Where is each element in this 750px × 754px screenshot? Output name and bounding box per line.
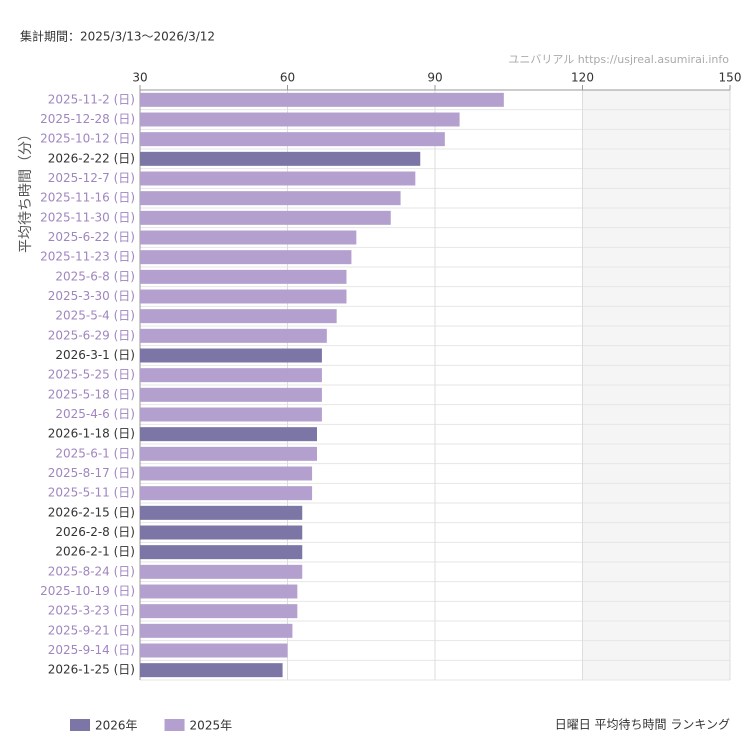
bar <box>140 564 303 579</box>
bar <box>140 545 303 560</box>
y-tick-label: 2025-9-21 (日) <box>48 623 135 637</box>
y-tick-label: 2025-6-29 (日) <box>48 328 135 342</box>
bar <box>140 643 288 658</box>
bar <box>140 171 416 186</box>
y-tick-label: 2026-2-22 (日) <box>48 151 135 165</box>
bar <box>140 584 298 599</box>
bar <box>140 525 303 540</box>
y-tick-label: 2025-11-2 (日) <box>48 92 135 106</box>
x-tick-label: 30 <box>132 71 147 85</box>
y-tick-label: 2025-3-30 (日) <box>48 289 135 303</box>
y-tick-label: 2026-2-15 (日) <box>48 505 135 519</box>
bar <box>140 250 352 265</box>
bar <box>140 92 504 107</box>
y-tick-label: 2025-6-22 (日) <box>48 230 135 244</box>
bar <box>140 604 298 619</box>
bar <box>140 446 317 461</box>
bar <box>140 486 313 501</box>
y-tick-label: 2025-12-7 (日) <box>48 171 135 185</box>
y-tick-label: 2025-3-23 (日) <box>48 604 135 618</box>
y-tick-label: 2025-8-17 (日) <box>48 466 135 480</box>
period: 集計期間：2025/3/13〜2026/3/12 <box>20 29 215 44</box>
legend-swatch <box>70 719 90 731</box>
y-tick-label: 2026-3-1 (日) <box>55 348 135 362</box>
bar <box>140 230 357 245</box>
bar <box>140 466 313 481</box>
y-tick-label: 2025-10-12 (日) <box>40 132 135 146</box>
y-tick-label: 2025-8-24 (日) <box>48 564 135 578</box>
bar <box>140 328 327 343</box>
y-tick-label: 2025-6-1 (日) <box>55 446 135 460</box>
bar <box>140 368 322 383</box>
bar <box>140 407 322 422</box>
y-tick-label: 2026-2-8 (日) <box>55 525 135 539</box>
y-tick-label: 2025-5-18 (日) <box>48 387 135 401</box>
bar <box>140 505 303 520</box>
bar <box>140 309 337 324</box>
bar <box>140 289 347 304</box>
legend-label: 2025年 <box>190 719 233 733</box>
bar <box>140 663 283 678</box>
bar <box>140 269 347 284</box>
bar <box>140 132 445 147</box>
y-tick-label: 2025-5-11 (日) <box>48 486 135 500</box>
y-tick-label: 2025-6-8 (日) <box>55 269 135 283</box>
y-tick-label: 2026-1-25 (日) <box>48 663 135 677</box>
legend-label: 2026年 <box>95 719 138 733</box>
y-tick-label: 2025-5-25 (日) <box>48 368 135 382</box>
bar <box>140 151 421 166</box>
y-tick-label: 2025-4-6 (日) <box>55 407 135 421</box>
source: ユニバリアル https://usjreal.asumirai.info <box>508 53 729 66</box>
bar <box>140 387 322 402</box>
y-tick-label: 2025-5-4 (日) <box>55 309 135 323</box>
x-tick-label: 150 <box>719 71 742 85</box>
y-axis-label: 平均待ち時間（分） <box>18 127 34 253</box>
bar <box>140 112 460 127</box>
y-tick-label: 2025-10-19 (日) <box>40 584 135 598</box>
x-tick-label: 60 <box>280 71 295 85</box>
bar <box>140 348 322 363</box>
bar <box>140 427 317 442</box>
caption: 日曜日 平均待ち時間 ランキング <box>555 718 730 732</box>
legend-swatch <box>164 719 185 731</box>
y-tick-label: 2026-2-1 (日) <box>55 545 135 559</box>
x-tick-label: 120 <box>571 71 594 85</box>
y-tick-label: 2025-9-14 (日) <box>48 643 135 657</box>
y-tick-label: 2026-1-18 (日) <box>48 427 135 441</box>
bar <box>140 191 401 206</box>
bar <box>140 210 391 225</box>
bar <box>140 623 293 638</box>
y-tick-label: 2025-12-28 (日) <box>40 112 135 126</box>
y-tick-label: 2025-11-16 (日) <box>40 191 135 205</box>
y-tick-label: 2025-11-23 (日) <box>40 250 135 264</box>
x-tick-label: 90 <box>427 71 442 85</box>
y-tick-label: 2025-11-30 (日) <box>40 210 135 224</box>
